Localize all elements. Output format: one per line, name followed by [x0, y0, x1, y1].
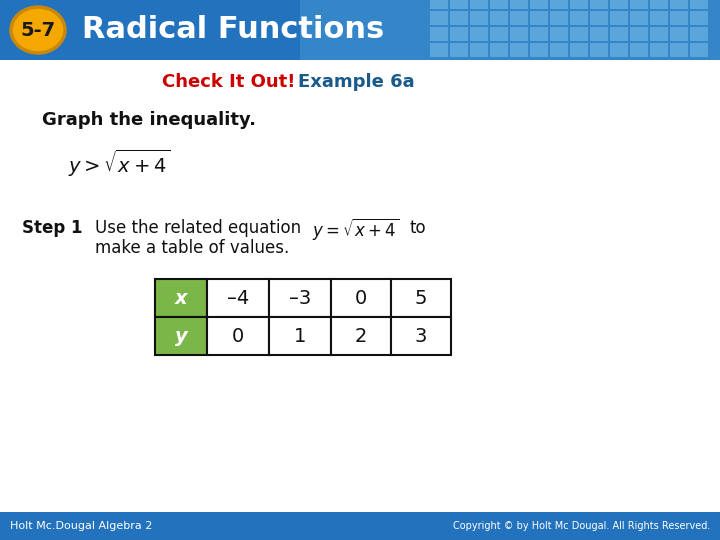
Bar [331, 279, 391, 317]
Bar [155, 317, 207, 355]
Text: $y = \sqrt{x+4}$: $y = \sqrt{x+4}$ [312, 216, 400, 242]
Bar [331, 317, 391, 355]
Bar [470, 43, 488, 57]
Bar [430, 43, 448, 57]
Bar [550, 0, 568, 9]
Bar [450, 11, 468, 25]
Bar [690, 27, 708, 41]
Bar [510, 43, 528, 57]
Bar [430, 27, 448, 41]
Bar [470, 27, 488, 41]
Text: x: x [175, 288, 187, 307]
Bar [490, 27, 508, 41]
Bar [391, 279, 451, 317]
Bar [550, 11, 568, 25]
Bar [670, 0, 688, 9]
Text: 1: 1 [294, 327, 306, 346]
Bar [690, 11, 708, 25]
Text: Copyright © by Holt Mc Dougal. All Rights Reserved.: Copyright © by Holt Mc Dougal. All Right… [453, 521, 710, 531]
Bar [269, 317, 331, 355]
Bar [530, 0, 548, 9]
Bar [490, 0, 508, 9]
Text: Holt Mc.Dougal Algebra 2: Holt Mc.Dougal Algebra 2 [10, 521, 153, 531]
Bar [510, 27, 528, 41]
Text: to: to [410, 219, 427, 237]
Bar [630, 27, 648, 41]
Text: y: y [175, 327, 187, 346]
Text: Step 1: Step 1 [22, 219, 83, 237]
Bar [630, 11, 648, 25]
Bar [269, 279, 331, 317]
Text: 3: 3 [415, 327, 427, 346]
Bar [650, 27, 668, 41]
Bar [490, 11, 508, 25]
Bar [0, 0, 720, 60]
Bar [610, 0, 628, 9]
Text: Graph the inequality.: Graph the inequality. [42, 111, 256, 129]
Bar [391, 317, 451, 355]
Bar [490, 43, 508, 57]
Bar [510, 11, 528, 25]
Bar [610, 27, 628, 41]
Bar [570, 0, 588, 9]
Bar [450, 27, 468, 41]
Text: –4: –4 [227, 288, 249, 307]
Bar [0, 512, 720, 540]
Bar [530, 27, 548, 41]
Bar [670, 43, 688, 57]
Bar [430, 11, 448, 25]
Bar [690, 0, 708, 9]
Bar [570, 27, 588, 41]
Bar [650, 11, 668, 25]
Bar [450, 0, 468, 9]
Bar [690, 43, 708, 57]
Bar [610, 43, 628, 57]
Bar [630, 0, 648, 9]
Text: 2: 2 [355, 327, 367, 346]
Ellipse shape [11, 7, 65, 53]
Bar [670, 27, 688, 41]
Text: 5-7: 5-7 [20, 21, 55, 39]
Text: Check It Out!: Check It Out! [161, 73, 295, 91]
Bar [650, 0, 668, 9]
Bar [610, 11, 628, 25]
Bar [510, 0, 528, 9]
Bar [300, 0, 720, 60]
Bar [530, 43, 548, 57]
Bar [430, 0, 448, 9]
Bar [570, 43, 588, 57]
Bar [670, 11, 688, 25]
Bar [630, 43, 648, 57]
Bar [207, 279, 269, 317]
Text: Example 6a: Example 6a [298, 73, 415, 91]
Text: –3: –3 [289, 288, 311, 307]
Text: Use the related equation: Use the related equation [95, 219, 301, 237]
Bar [470, 11, 488, 25]
Bar [550, 43, 568, 57]
Text: $y > \sqrt{x + 4}$: $y > \sqrt{x + 4}$ [68, 147, 170, 179]
Bar [590, 43, 608, 57]
Bar [470, 0, 488, 9]
Text: make a table of values.: make a table of values. [95, 239, 289, 257]
Text: Radical Functions: Radical Functions [82, 16, 384, 44]
Bar [650, 43, 668, 57]
Bar [450, 43, 468, 57]
Bar [530, 11, 548, 25]
Bar [207, 317, 269, 355]
Text: 0: 0 [355, 288, 367, 307]
Text: 0: 0 [232, 327, 244, 346]
Bar [570, 11, 588, 25]
Text: 5: 5 [415, 288, 427, 307]
Bar [590, 11, 608, 25]
Bar [550, 27, 568, 41]
Bar [590, 27, 608, 41]
Bar [155, 279, 207, 317]
Bar [590, 0, 608, 9]
